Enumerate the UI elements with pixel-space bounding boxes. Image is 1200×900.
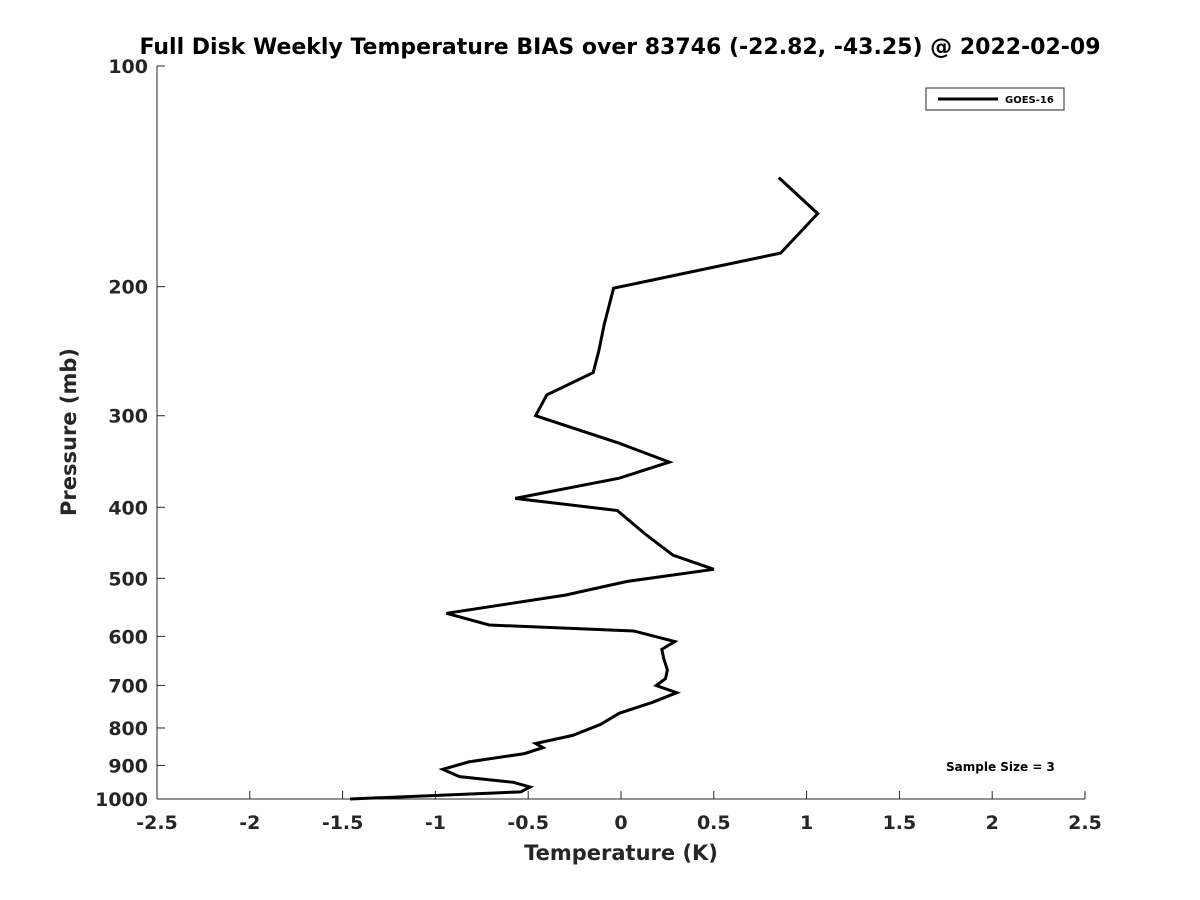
y-tick-label: 800 (108, 718, 148, 740)
x-tick-label: -0.5 (507, 812, 549, 834)
x-tick-label: 0 (614, 812, 627, 834)
y-tick-label: 900 (108, 755, 148, 777)
x-tick-label: 1.5 (883, 812, 917, 834)
x-tick-label: -1 (425, 812, 446, 834)
series-layer (349, 176, 820, 801)
legend-entry-goes16: GOES-16 (1005, 95, 1054, 106)
y-tick-label: 500 (108, 568, 148, 590)
x-tick-label: -2.5 (136, 812, 178, 834)
x-ticks: -2.5 -2 -1.5 -1 -0.5 0 0.5 1 1.5 2 2.5 (136, 791, 1102, 834)
y-tick-label: 700 (108, 675, 148, 697)
y-tick-label: 200 (108, 277, 148, 299)
y-tick-label: 1000 (95, 789, 148, 811)
x-tick-label: 0.5 (697, 812, 731, 834)
chart-title: Full Disk Weekly Temperature BIAS over 8… (139, 35, 1100, 60)
x-tick-label: 1 (800, 812, 813, 834)
y-axis-label: Pressure (mb) (57, 348, 81, 516)
sample-size-annotation: Sample Size = 3 (946, 760, 1055, 774)
legend: GOES-16 (925, 87, 1065, 111)
y-tick-label: 100 (108, 56, 148, 78)
y-tick-label: 300 (108, 406, 148, 428)
y-tick-label: 600 (108, 626, 148, 648)
x-tick-label: -1.5 (322, 812, 364, 834)
x-tick-label: 2.5 (1068, 812, 1102, 834)
y-tick-label: 400 (108, 497, 148, 519)
axes-background (157, 66, 1085, 799)
x-tick-label: 2 (986, 812, 999, 834)
x-tick-label: -2 (239, 812, 260, 834)
x-axis-label: Temperature (K) (524, 841, 718, 865)
plot-area: -2.5 -2 -1.5 -1 -0.5 0 0.5 1 1.5 2 2.5 100 200 300 40… (95, 56, 1102, 834)
series-line-goes-16 (349, 176, 820, 801)
y-ticks: 100 200 300 400 500 600 700 800 900 1000 (95, 56, 165, 811)
